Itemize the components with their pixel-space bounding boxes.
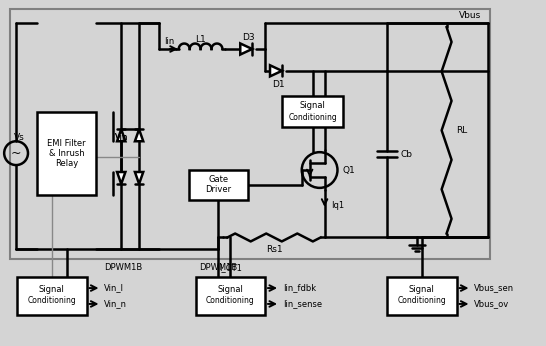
Bar: [17, 277, 86, 315]
Text: Vin_n: Vin_n: [104, 299, 127, 308]
Text: D3: D3: [242, 33, 254, 42]
Text: ~: ~: [11, 147, 21, 160]
Bar: [10, 9, 490, 259]
Polygon shape: [135, 172, 143, 184]
Text: Conditioning: Conditioning: [288, 113, 337, 122]
Text: Relay: Relay: [55, 158, 78, 167]
Text: Vin: Vin: [115, 133, 129, 142]
Text: Signal: Signal: [39, 284, 65, 293]
Bar: [387, 277, 456, 315]
Text: EMI Filter: EMI Filter: [48, 139, 86, 148]
Text: Vbus_sen: Vbus_sen: [474, 284, 514, 293]
Polygon shape: [117, 172, 126, 184]
Text: Conditioning: Conditioning: [397, 297, 446, 306]
Text: DPWM1B: DPWM1B: [104, 263, 143, 272]
Text: Vin_l: Vin_l: [104, 284, 124, 293]
Text: L1: L1: [195, 35, 206, 44]
Text: Iin_fdbk: Iin_fdbk: [283, 284, 316, 293]
Polygon shape: [135, 129, 143, 141]
Text: Gate: Gate: [209, 175, 229, 184]
Text: Iin: Iin: [164, 37, 174, 46]
Bar: [189, 170, 248, 200]
Text: Signal: Signal: [300, 101, 325, 110]
Text: Driver: Driver: [205, 185, 232, 194]
Text: & Inrush: & Inrush: [49, 149, 85, 158]
Text: Vbus: Vbus: [459, 11, 482, 20]
Text: Vin: Vin: [115, 133, 129, 142]
Bar: [282, 95, 343, 127]
Bar: [195, 277, 265, 315]
Polygon shape: [117, 129, 126, 141]
Text: Cb: Cb: [401, 150, 413, 159]
Text: Vbus_ov: Vbus_ov: [474, 299, 509, 308]
Text: Iin_sense: Iin_sense: [283, 299, 322, 308]
Text: Q1: Q1: [342, 165, 355, 174]
Text: RL: RL: [456, 126, 468, 135]
Polygon shape: [270, 65, 282, 76]
Text: Vs: Vs: [14, 133, 25, 142]
Text: DPWM1B: DPWM1B: [199, 263, 238, 272]
Text: Iq1: Iq1: [331, 201, 345, 210]
Text: D1: D1: [272, 80, 284, 89]
Text: Conditioning: Conditioning: [27, 297, 76, 306]
Polygon shape: [240, 44, 252, 55]
Bar: [37, 112, 97, 195]
Text: Rs1: Rs1: [266, 245, 282, 254]
Text: Signal: Signal: [409, 284, 435, 293]
Text: Conditioning: Conditioning: [206, 297, 255, 306]
Text: I_CT1: I_CT1: [219, 263, 242, 272]
Text: Signal: Signal: [217, 284, 244, 293]
